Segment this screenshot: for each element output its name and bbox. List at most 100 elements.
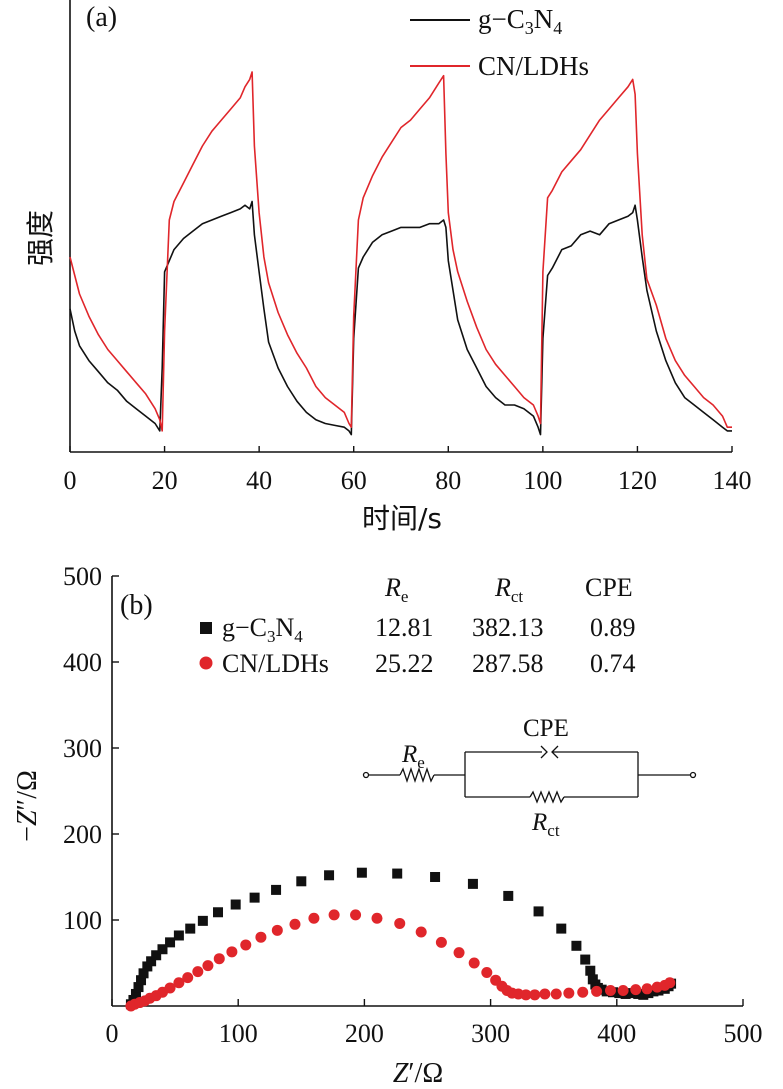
table-cnldh-re: 25.22 [375,649,434,678]
data-point-cnldh [641,983,653,995]
data-point-cnldh [255,931,267,943]
data-point-gcn [271,884,282,895]
data-point-cnldh [394,917,406,929]
data-point-gcn [213,907,224,918]
table-header-rct: Rct [494,573,523,606]
data-point-cnldh [664,977,676,989]
data-point-gcn [503,890,514,901]
table-gcn-re: 12.81 [375,613,434,642]
data-point-cnldh [453,947,465,959]
table-gcn-rct: 382.13 [472,613,544,642]
data-point-gcn [173,930,184,941]
data-point-cnldh [213,953,225,965]
panel-a-label: (a) [86,2,117,33]
data-point-cnldh [371,912,383,924]
data-point-gcn [556,923,567,934]
data-point-cnldh [350,909,362,921]
data-point-cnldh [226,946,238,958]
table-cnldh-rct: 287.58 [472,649,544,678]
data-point-cnldh [308,912,320,924]
data-point-gcn [587,974,598,985]
data-point-gcn [133,982,144,993]
y-axis-label-b: −Z″/Ω [12,770,43,842]
data-point-cnldh [591,985,603,997]
data-point-cnldh [240,939,252,951]
x-tick-label-a: 40 [246,466,272,495]
data-point-gcn [249,892,260,903]
data-point-gcn [356,867,367,878]
plot-b [111,576,743,1012]
x-axis-label-b: Z′/Ω [393,1058,443,1089]
legend-a-label-cnldh: CN/LDHs [478,51,589,81]
data-point-cnldh [435,936,447,948]
table-header-cpe: CPE [585,573,633,602]
x-ticks-a: 0 20 40 60 80 100 120 140 [64,446,752,495]
y-tick-label-b: 200 [63,820,102,849]
data-point-gcn [580,954,591,965]
data-point-cnldh [481,966,493,978]
legend-a-label-gcn: g−C3N4 [478,4,562,38]
data-point-gcn [197,915,208,926]
data-point-cnldh [173,977,185,989]
data-point-cnldh [539,988,551,1000]
data-point-gcn [430,872,441,882]
x-tick-label-a: 60 [341,466,367,495]
y-tick-label-b: 100 [63,906,102,935]
data-point-gcn [296,876,307,887]
data-point-gcn [392,868,403,879]
data-point-cnldh [617,985,629,997]
panel-a: (a) g−C3N4 CN/LDHs 0 20 40 60 80 100 120 140 时间… [24,0,752,535]
legend-b-marker-gcn [200,622,212,634]
y-axis-label-a: 强度 [24,210,57,266]
data-point-gcn [136,975,147,986]
data-point-cnldh [271,924,283,936]
data-point-cnldh [289,918,301,930]
circuit-label-re: Re [401,741,425,772]
legend-b-label-gcn: g−C3N4 [222,613,303,646]
circuit-terminal-right [689,771,697,779]
series-line-a-1 [69,71,732,432]
data-point-cnldh [604,985,616,997]
x-tick-label-a: 20 [152,466,178,495]
circuit-terminal-left [362,771,370,779]
data-point-gcn [571,940,582,951]
circuit-label-rct: Rct [531,809,560,840]
data-point-gcn [151,950,162,961]
data-point-cnldh [192,966,204,978]
data-point-cnldh [630,984,642,996]
x-tick-label-a: 120 [618,466,657,495]
data-point-gcn [130,988,141,999]
data-point-gcn [638,989,649,1000]
resistor-rct [529,790,565,804]
data-point-gcn [185,923,196,934]
table-header-re: Re [384,573,408,606]
data-point-cnldh [563,987,575,999]
x-tick-label-b: 100 [219,1019,258,1048]
x-tick-label-b: 0 [106,1019,119,1048]
table-gcn-cpe: 0.89 [590,613,636,642]
series-line-a-0 [69,200,732,436]
data-point-cnldh [468,957,480,969]
panel-b-label: (b) [120,590,153,621]
data-point-gcn [142,961,153,972]
fit-table: Re Rct CPE g−C3N4 12.81 382.13 0.89 CN/L… [199,573,636,678]
data-point-cnldh [202,960,214,972]
y-tick-label-b: 300 [63,734,102,763]
data-point-cnldh [328,909,340,921]
data-point-gcn [138,968,149,979]
circuit-label-cpe: CPE [523,715,569,742]
x-axis-label-a: 时间/s [362,502,442,535]
plot-a [69,0,732,453]
y-tick-label-b: 400 [63,648,102,677]
data-point-cnldh [550,988,562,1000]
x-tick-label-b: 300 [471,1019,510,1048]
equivalent-circuit: Re CPE Rct [362,715,697,840]
data-point-gcn [230,899,241,910]
cpe-element [540,745,548,759]
data-point-gcn [324,870,335,881]
legend-b-marker-cnldh [199,656,213,670]
legend-a: g−C3N4 CN/LDHs [410,4,589,81]
data-point-gcn [585,965,596,976]
x-tick-label-a: 140 [713,466,752,495]
